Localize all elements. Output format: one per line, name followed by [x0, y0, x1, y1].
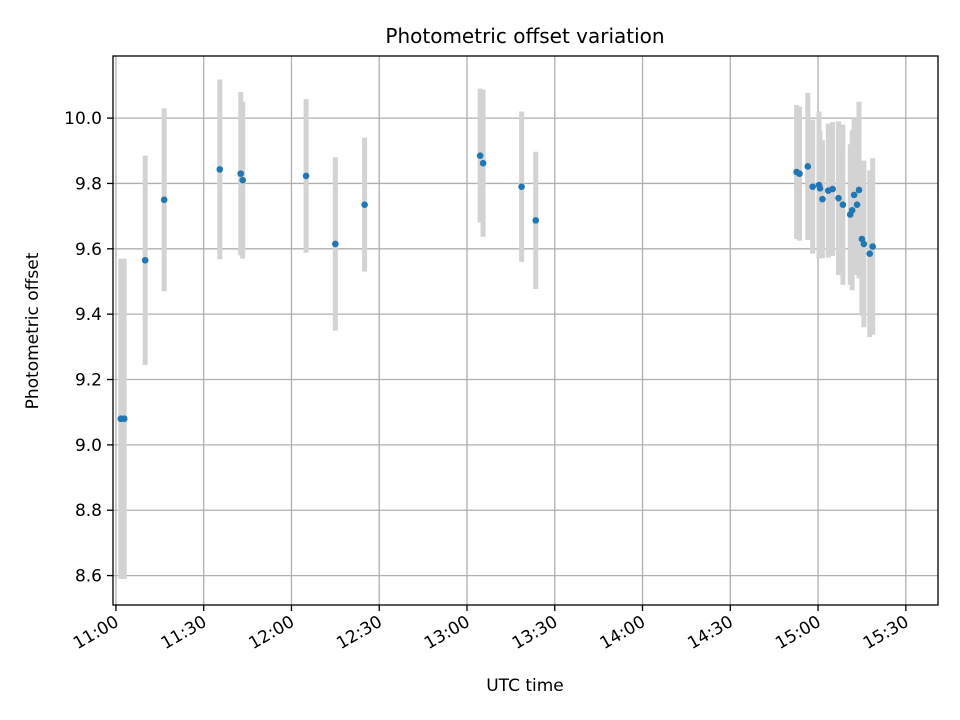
y-tick-label: 10.0: [64, 109, 102, 129]
data-point: [869, 243, 876, 250]
data-point: [120, 415, 128, 423]
data-point: [809, 183, 816, 191]
data-point: [819, 195, 826, 203]
y-axis-ticks: 8.6 8.8 9.0 9.2 9.4 9.6 9.8 10.0: [64, 109, 113, 587]
data-point: [866, 250, 874, 258]
y-axis-title: Photometric offset: [23, 252, 43, 409]
data-point: [850, 191, 858, 199]
data-point: [829, 185, 836, 193]
data-points: [117, 152, 876, 423]
data-point: [848, 206, 856, 214]
data-point: [804, 163, 812, 170]
data-point: [853, 201, 861, 208]
data-point: [532, 217, 540, 224]
y-tick-label: 9.4: [75, 305, 102, 325]
data-point: [216, 166, 224, 173]
data-point: [476, 152, 484, 159]
data-point: [796, 170, 803, 177]
y-tick-label: 9.6: [75, 240, 102, 260]
data-point: [860, 240, 868, 248]
y-tick-label: 9.2: [75, 371, 102, 391]
x-axis-title: UTC time: [486, 676, 564, 696]
data-point: [518, 183, 525, 191]
data-point: [237, 170, 245, 177]
data-point: [332, 240, 339, 248]
data-point: [239, 176, 246, 184]
data-point: [302, 172, 310, 180]
data-point: [855, 186, 863, 194]
chart-title: Photometric offset variation: [385, 24, 664, 48]
y-tick-label: 9.8: [75, 174, 102, 194]
data-point: [839, 201, 847, 208]
plot-frame: [112, 55, 939, 606]
y-tick-label: 9.0: [75, 436, 102, 456]
data-point: [361, 201, 368, 208]
y-tick-label: 8.6: [75, 567, 102, 587]
data-point: [479, 159, 487, 167]
data-point: [160, 196, 168, 204]
data-point: [835, 194, 842, 202]
data-point: [816, 185, 824, 192]
data-point: [141, 256, 149, 264]
y-tick-label: 8.8: [75, 501, 102, 521]
